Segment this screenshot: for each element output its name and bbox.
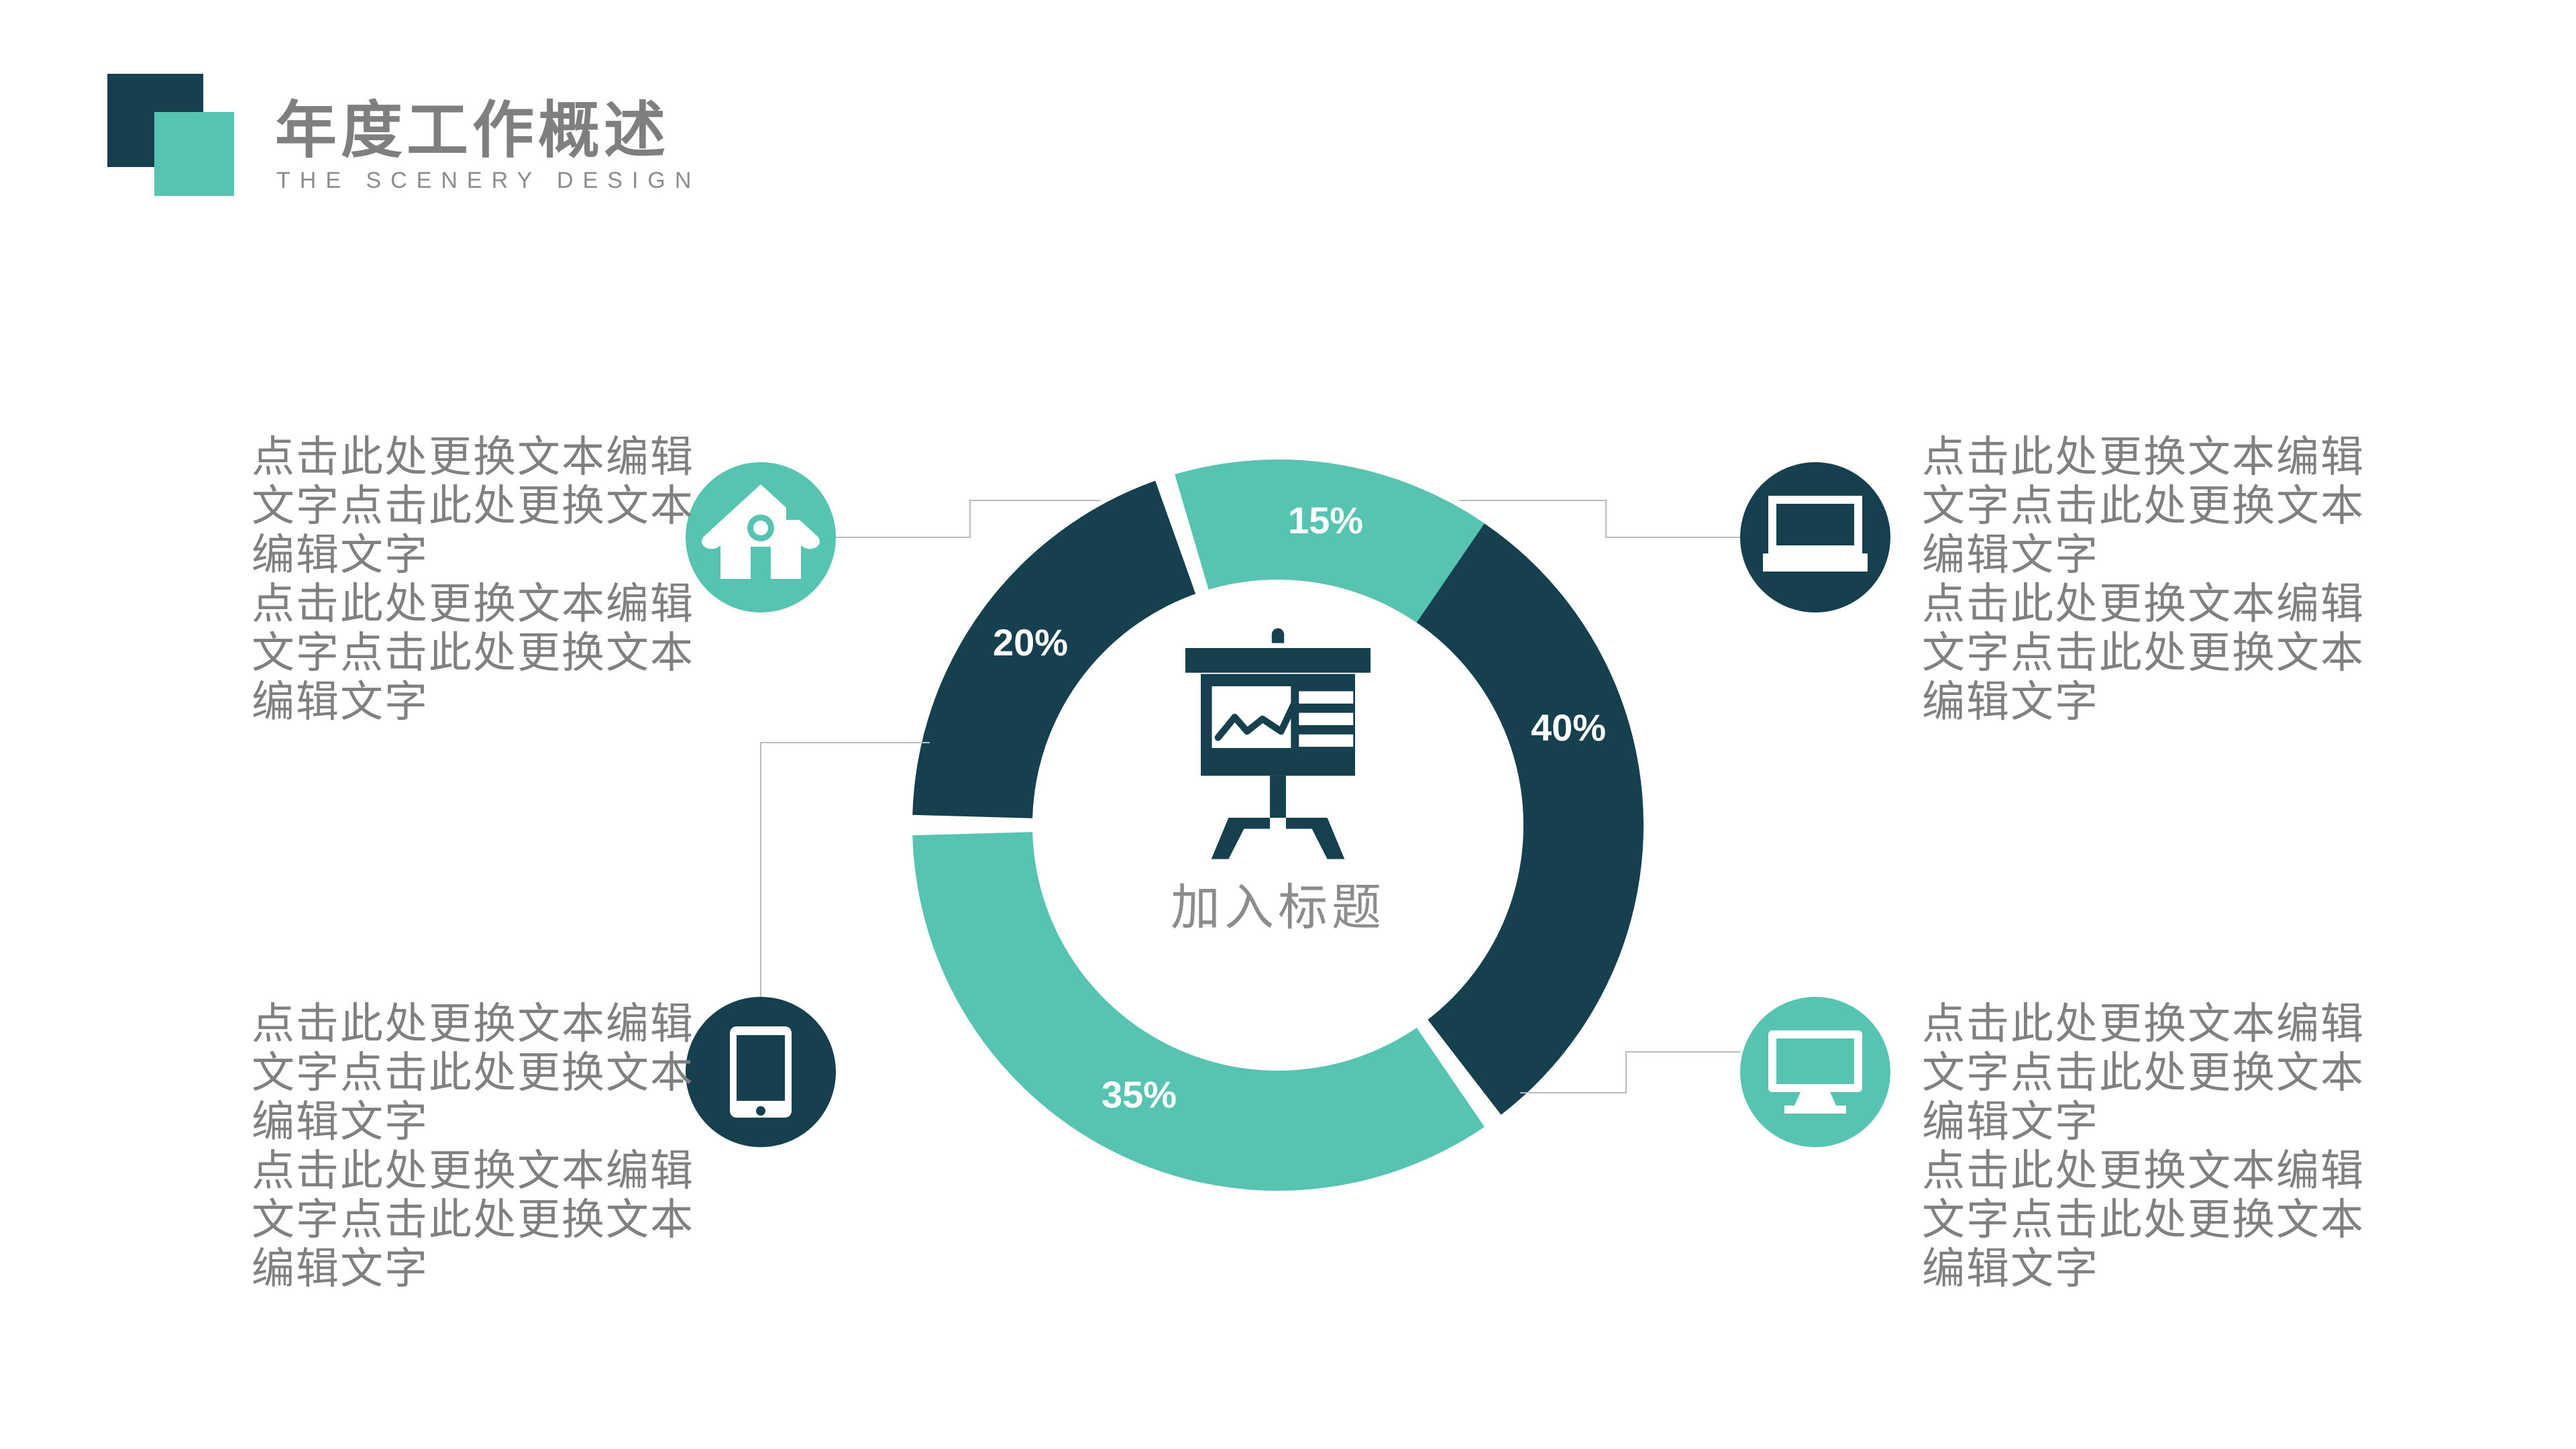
svg-text:35%: 35% xyxy=(1102,1073,1177,1116)
svg-text:20%: 20% xyxy=(993,621,1068,663)
svg-text:加入标题: 加入标题 xyxy=(1171,879,1385,935)
svg-text:40%: 40% xyxy=(1531,706,1606,749)
svg-text:15%: 15% xyxy=(1288,499,1363,541)
